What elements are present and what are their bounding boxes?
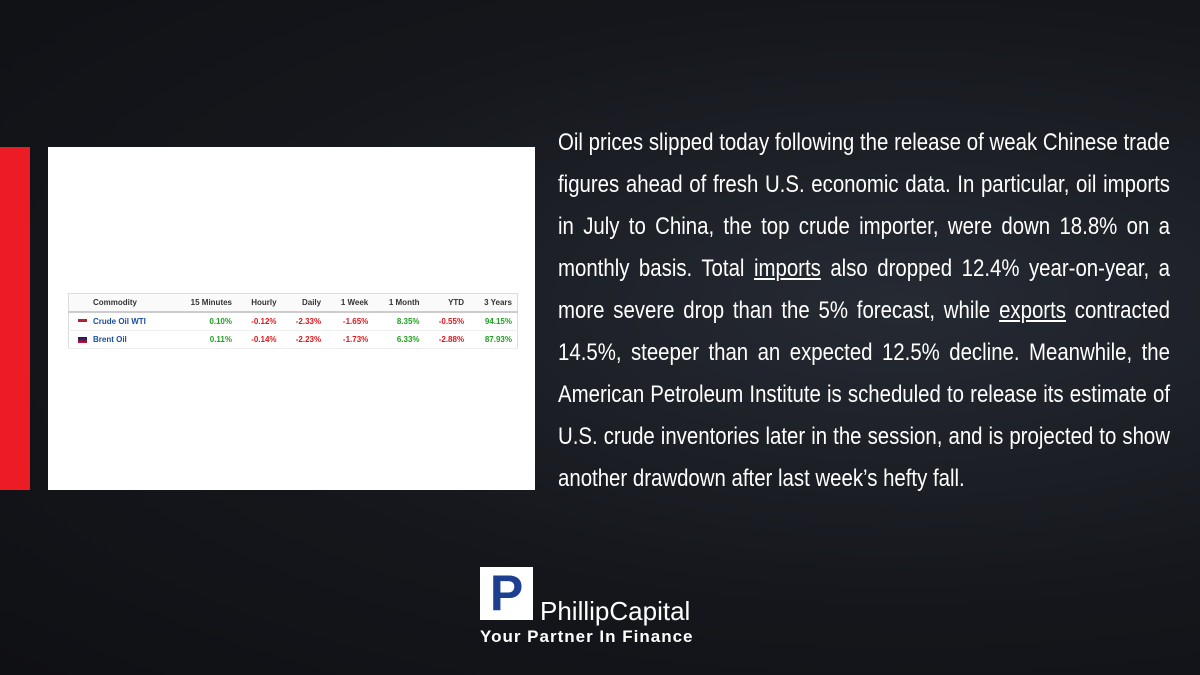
article-text: Oil prices slipped today following the r… <box>558 122 1170 500</box>
text-segment: Oil prices slipped today following the r… <box>558 129 1170 282</box>
table-cell: -2.88% <box>424 330 470 349</box>
table-cell: 8.35% <box>373 312 425 331</box>
logo-tagline: Your Partner In Finance <box>480 627 694 646</box>
table-cell: -0.55% <box>424 312 470 331</box>
commodity-label: Crude Oil WTI <box>93 317 146 326</box>
flag <box>78 318 87 325</box>
column-header: Commodity <box>68 293 173 313</box>
table-cell: -2.33% <box>281 312 327 331</box>
column-header: YTD <box>424 293 470 313</box>
table-cell: -0.14% <box>237 330 282 349</box>
table-row: Crude Oil WTI 0.10% -0.12% -2.33% -1.65% 8.35… <box>68 312 518 331</box>
table-cell: 0.10% <box>172 312 237 331</box>
table-cell: -2.23% <box>281 330 327 349</box>
table-cell: 94.15% <box>469 312 518 331</box>
logo-brand: PhillipCapital <box>540 596 691 626</box>
text-segment: also dropped 12.4% year-on-year, a more … <box>558 255 1170 324</box>
commodity-label: Brent Oil <box>93 335 127 344</box>
table-cell: -1.73% <box>326 330 374 349</box>
column-header: 15 Minutes <box>172 293 237 313</box>
table-cell: -1.65% <box>326 312 374 331</box>
commodity-name: Crude Oil WTI <box>68 312 173 331</box>
table-cell: 0.11% <box>172 330 237 349</box>
underlined-word: exports <box>999 297 1066 324</box>
column-header: Hourly <box>237 293 282 313</box>
table-row: Brent Oil 0.11% -0.14% -2.23% -1.73% 6.33% -2.… <box>68 330 518 349</box>
column-header: 1 Month <box>373 293 425 313</box>
table-cell: -0.12% <box>237 312 282 331</box>
column-header: 3 Years <box>469 293 518 313</box>
accent-bar <box>0 147 30 490</box>
underlined-word: imports <box>753 255 821 282</box>
column-header: Daily <box>281 293 327 313</box>
commodity-name: Brent Oil <box>68 330 173 349</box>
logo-icon: P <box>480 567 533 620</box>
column-header: 1 Week <box>326 293 374 313</box>
text-segment: contracted 14.5%, steeper than an expect… <box>558 297 1171 492</box>
table-cell: 6.33% <box>373 330 425 349</box>
table-cell: 87.93% <box>469 330 518 349</box>
flag <box>78 336 87 343</box>
table-card: Commodity 15 Minutes Hourly Daily 1 Week 1 Mo… <box>48 147 535 490</box>
commodity-table: Commodity 15 Minutes Hourly Daily 1 Week 1 Mo… <box>68 293 518 349</box>
